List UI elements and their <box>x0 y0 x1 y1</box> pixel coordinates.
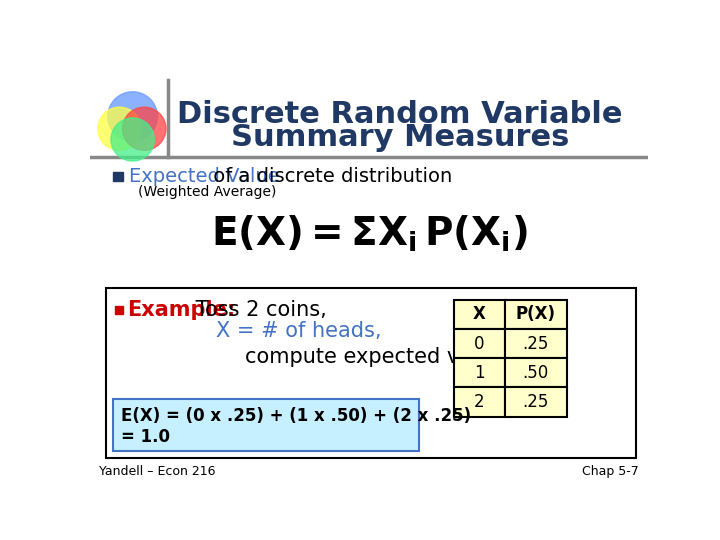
Bar <box>505 300 567 329</box>
Text: $\mathbf{E(X) = \Sigma X_i\,P(X_i)}$: $\mathbf{E(X) = \Sigma X_i\,P(X_i)}$ <box>210 214 528 254</box>
Text: Discrete Random Variable: Discrete Random Variable <box>177 100 623 130</box>
Text: 1: 1 <box>474 364 485 382</box>
Text: Summary Measures: Summary Measures <box>231 124 570 152</box>
Text: Chap 5-7: Chap 5-7 <box>582 465 639 478</box>
Text: Toss 2 coins,: Toss 2 coins, <box>189 300 327 320</box>
Circle shape <box>122 107 166 150</box>
Text: 2: 2 <box>474 393 485 411</box>
Text: (Weighted Average): (Weighted Average) <box>138 185 276 199</box>
Text: Example:: Example: <box>127 300 235 320</box>
Bar <box>505 358 567 387</box>
Text: E(X) = (0 x .25) + (1 x .50) + (2 x .25): E(X) = (0 x .25) + (1 x .50) + (2 x .25) <box>121 407 471 425</box>
Text: .25: .25 <box>523 335 549 353</box>
Bar <box>454 300 505 329</box>
Text: .50: .50 <box>523 364 549 382</box>
Circle shape <box>98 107 141 150</box>
Bar <box>454 387 505 417</box>
Circle shape <box>108 92 158 141</box>
Bar <box>454 329 505 358</box>
Bar <box>505 387 567 417</box>
Circle shape <box>111 118 154 161</box>
Text: compute expected value of X:: compute expected value of X: <box>245 347 559 367</box>
Text: = 1.0: = 1.0 <box>121 428 170 447</box>
Text: P(X): P(X) <box>516 305 556 323</box>
Text: .25: .25 <box>523 393 549 411</box>
Bar <box>505 329 567 358</box>
Bar <box>114 306 123 314</box>
Text: X = # of heads,: X = # of heads, <box>217 321 382 341</box>
Bar <box>113 172 122 181</box>
Text: X: X <box>473 305 486 323</box>
Bar <box>454 358 505 387</box>
Bar <box>106 288 636 457</box>
Bar <box>113 399 419 451</box>
Text: Expected Value: Expected Value <box>129 167 279 186</box>
Text: 0: 0 <box>474 335 485 353</box>
Text: of a discrete distribution: of a discrete distribution <box>207 167 452 186</box>
Text: Yandell – Econ 216: Yandell – Econ 216 <box>99 465 216 478</box>
